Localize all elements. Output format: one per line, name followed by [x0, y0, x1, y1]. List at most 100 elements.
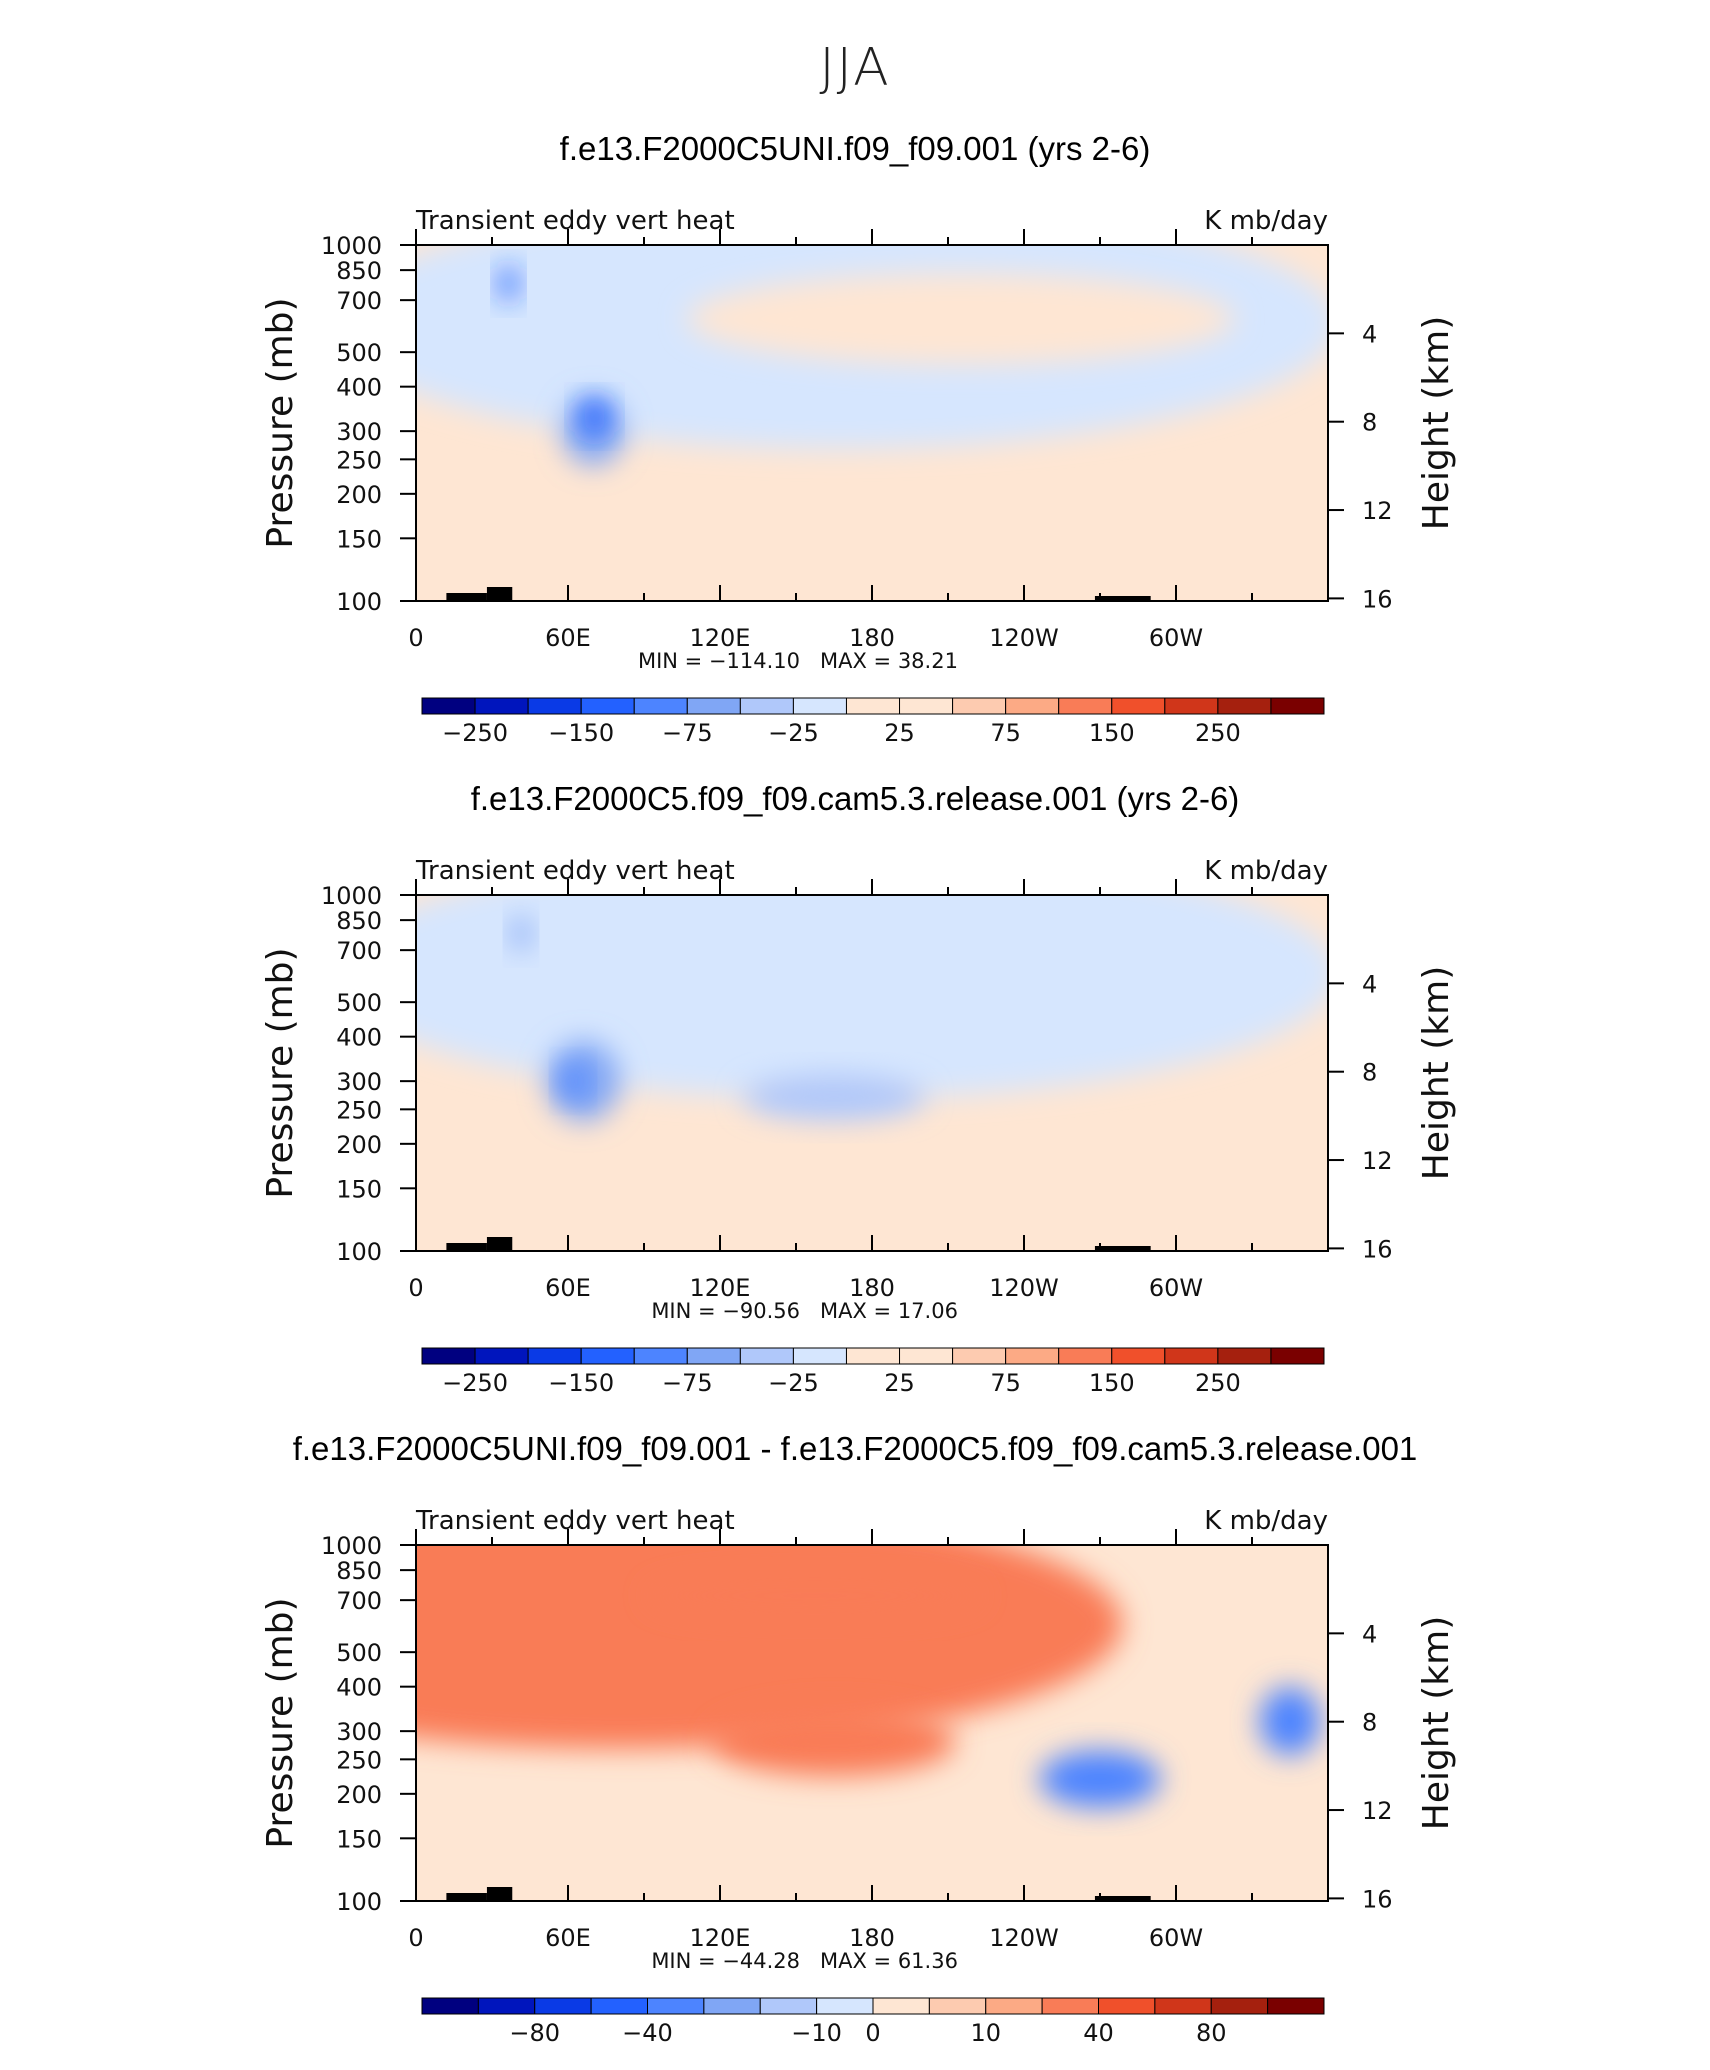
colorbar-box: [793, 698, 846, 714]
min-label: MIN = −114.10: [638, 649, 800, 673]
y-right-axis-label: Height (km): [1416, 1616, 1457, 1830]
colorbar-box: [1165, 698, 1218, 714]
colorbar-box: [793, 1348, 846, 1364]
colorbar-label: 10: [970, 2019, 1001, 2047]
colorbar-box: [634, 1348, 687, 1364]
y-right-tick-label: 4: [1362, 970, 1377, 998]
contour-blob: [334, 849, 1337, 1098]
max-label: MAX = 38.21: [820, 649, 958, 673]
x-tick-label: 180: [849, 624, 895, 652]
topography-mask: [446, 1893, 487, 1901]
y-tick-label: 850: [336, 1557, 382, 1585]
units-label: K mb/day: [1204, 206, 1328, 236]
colorbar-label: 150: [1089, 1369, 1135, 1397]
colorbar-box: [817, 1998, 873, 2014]
contour-blob: [499, 266, 517, 300]
y-right-axis-label: Height (km): [1416, 316, 1457, 530]
x-tick-label: 60W: [1149, 1924, 1203, 1952]
colorbar-box: [1059, 698, 1112, 714]
colorbar-box: [873, 1998, 929, 2014]
colorbar-box: [581, 1348, 634, 1364]
colorbar-box: [1006, 698, 1059, 714]
colorbar-box: [929, 1998, 985, 2014]
y-tick-label: 250: [336, 446, 382, 474]
colorbar-label: 25: [884, 1369, 915, 1397]
colorbar-box: [1112, 1348, 1165, 1364]
colorbar-box: [422, 1998, 478, 2014]
page-title: JJA: [0, 38, 1710, 98]
y-right-axis-label: Height (km): [1416, 966, 1457, 1180]
colorbar-box: [1268, 1998, 1324, 2014]
colorbar-label: −150: [548, 1369, 614, 1397]
chart-panel-2: f.e13.F2000C5.f09_f09.cam5.3.release.001…: [0, 780, 1710, 1420]
contour-blob: [1039, 1751, 1161, 1808]
y-tick-label: 150: [336, 525, 382, 553]
x-tick-label: 120E: [690, 1924, 751, 1952]
topography-mask: [487, 1887, 512, 1901]
colorbar-box: [1271, 698, 1324, 714]
chart-svg: Transient eddy vert heat K mb/day 0 60E 120E…: [0, 130, 1710, 770]
colorbar-label: −75: [662, 719, 713, 747]
min-label: MIN = −90.56: [651, 1299, 800, 1323]
y-tick-label: 400: [336, 1024, 382, 1052]
chart-panel-3: f.e13.F2000C5UNI.f09_f09.001 - f.e13.F20…: [0, 1430, 1710, 2070]
contour-blob: [648, 1573, 982, 1619]
y-right-tick-label: 8: [1362, 409, 1377, 437]
colorbar-box: [422, 1348, 475, 1364]
y-tick-label: 200: [336, 481, 382, 509]
x-tick-label: 120W: [989, 624, 1059, 652]
y-tick-label: 300: [336, 418, 382, 446]
max-label: MAX = 17.06: [820, 1299, 958, 1323]
colorbar-box: [648, 1998, 704, 2014]
colorbar-label: −250: [442, 1369, 508, 1397]
colorbar-box: [846, 698, 899, 714]
y-right-tick-label: 4: [1362, 1620, 1377, 1648]
colorbar-label: 40: [1083, 2019, 1114, 2047]
y-right-tick-label: 8: [1362, 1059, 1377, 1087]
colorbar-box: [704, 1998, 760, 2014]
x-tick-label: 120W: [989, 1924, 1059, 1952]
y-tick-label: 1000: [321, 232, 382, 260]
y-tick-label: 850: [336, 907, 382, 935]
colorbar-box: [581, 698, 634, 714]
units-label: K mb/day: [1204, 1506, 1328, 1536]
x-tick-label: 60E: [545, 624, 591, 652]
colorbar-box: [634, 698, 687, 714]
contour-blob: [712, 1708, 955, 1776]
topography-mask: [487, 587, 512, 601]
colorbar-box: [687, 698, 740, 714]
x-tick-label: 120E: [690, 624, 751, 652]
colorbar-box: [740, 698, 793, 714]
y-right-tick-label: 8: [1362, 1709, 1377, 1737]
colorbar-label: −250: [442, 719, 508, 747]
colorbar-box: [1099, 1998, 1155, 2014]
y-tick-label: 100: [336, 588, 382, 616]
chart-svg: Transient eddy vert heat K mb/day 0 60E 120E…: [0, 1430, 1710, 2070]
colorbar-label: 80: [1196, 2019, 1227, 2047]
max-label: MAX = 61.36: [820, 1949, 958, 1973]
y-right-tick-label: 12: [1362, 1797, 1393, 1825]
y-tick-label: 150: [336, 1175, 382, 1203]
y-tick-label: 150: [336, 1825, 382, 1853]
colorbar-box: [1155, 1998, 1211, 2014]
chart-svg: Transient eddy vert heat K mb/day 0 60E 120E…: [0, 780, 1710, 1420]
y-tick-label: 300: [336, 1718, 382, 1746]
colorbar-label: −150: [548, 719, 614, 747]
variable-label: Transient eddy vert heat: [415, 1506, 735, 1536]
y-tick-label: 200: [336, 1781, 382, 1809]
topography-mask: [446, 593, 487, 601]
contour-blob: [687, 273, 1234, 364]
colorbar-box: [900, 1348, 953, 1364]
min-label: MIN = −44.28: [651, 1949, 800, 1973]
colorbar-box: [422, 698, 475, 714]
units-label: K mb/day: [1204, 856, 1328, 886]
colorbar-box: [1271, 1348, 1324, 1364]
colorbar-box: [535, 1998, 591, 2014]
x-tick-label: 60W: [1149, 1274, 1203, 1302]
contour-blob: [1260, 1687, 1321, 1755]
colorbar-box: [1059, 1348, 1112, 1364]
colorbar-label: 250: [1195, 719, 1241, 747]
y-tick-label: 250: [336, 1746, 382, 1774]
x-tick-label: 0: [408, 1924, 423, 1952]
colorbar-label: −10: [791, 2019, 842, 2047]
